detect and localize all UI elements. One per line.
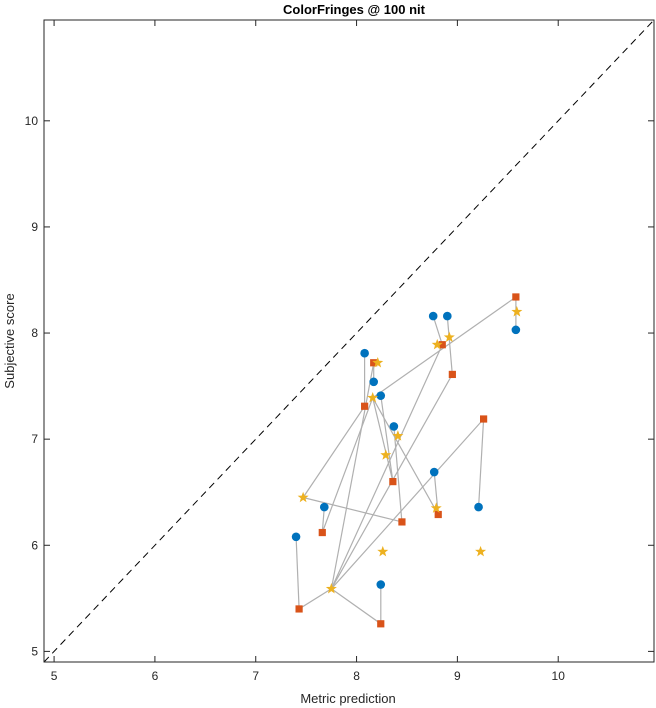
y-tick-label: 8 xyxy=(31,326,38,340)
circle-marker-7 xyxy=(376,580,386,589)
star-marker-3 xyxy=(367,391,379,403)
x-tick-label: 10 xyxy=(552,669,566,683)
square-marker-11 xyxy=(480,415,488,423)
square-marker-6 xyxy=(398,518,406,526)
square-marker-8 xyxy=(438,341,446,349)
square-marker-3 xyxy=(361,402,369,410)
reference-line-layer xyxy=(43,19,655,663)
axes-frame xyxy=(43,19,655,663)
star-marker-4 xyxy=(372,356,384,368)
circle-marker-2 xyxy=(319,502,329,512)
x-tick-label: 8 xyxy=(353,669,360,683)
series-layer xyxy=(291,293,523,628)
square-marker-10 xyxy=(434,510,442,519)
y-tick-label: 10 xyxy=(25,114,39,128)
y-tick-label: 9 xyxy=(31,220,38,234)
square-marker-7 xyxy=(377,620,385,628)
circle-marker-5 xyxy=(376,391,386,400)
axes-layer: 5 6 7 8 9 10 5 6 7 8 9 10 xyxy=(25,19,655,683)
star-marker-11 xyxy=(475,545,487,557)
star-marker-12 xyxy=(511,306,523,317)
x-tick-label: 5 xyxy=(51,669,58,683)
circle-marker-6 xyxy=(389,422,399,431)
circle-marker-4 xyxy=(369,377,379,387)
square-marker-1 xyxy=(295,605,303,613)
chart-title: ColorFringes @ 100 nit xyxy=(283,2,426,17)
y-tick-label: 6 xyxy=(31,538,38,552)
reference-diagonal-line xyxy=(43,19,655,663)
circle-marker-10 xyxy=(429,467,439,477)
square-marker-2 xyxy=(318,528,326,537)
y-tick-label: 7 xyxy=(31,432,38,446)
circle-marker-8 xyxy=(428,311,438,321)
star-marker-2 xyxy=(325,582,337,594)
circle-marker-9 xyxy=(443,311,452,321)
square-marker-9 xyxy=(448,370,456,379)
x-axis-label: Metric prediction xyxy=(300,691,395,706)
circle-marker-3 xyxy=(360,348,369,358)
y-tick-label: 5 xyxy=(31,644,38,658)
star-marker-5 xyxy=(380,449,392,460)
x-tick-label: 9 xyxy=(454,669,461,683)
circle-marker-1 xyxy=(291,532,301,542)
square-marker-4 xyxy=(370,359,378,367)
square-marker-5 xyxy=(389,478,397,486)
square-marker-12 xyxy=(512,293,520,301)
x-tick-label: 7 xyxy=(252,669,259,683)
circle-marker-12 xyxy=(511,325,521,335)
y-axis-label: Subjective score xyxy=(2,293,17,388)
star-marker-8 xyxy=(431,338,443,350)
star-marker-10 xyxy=(430,502,442,513)
star-marker-6 xyxy=(392,430,404,441)
x-tick-label: 6 xyxy=(152,669,159,683)
star-marker-7 xyxy=(377,545,389,557)
star-marker-9 xyxy=(443,331,455,342)
circle-marker-11 xyxy=(474,502,483,512)
star-marker-1 xyxy=(297,491,309,503)
